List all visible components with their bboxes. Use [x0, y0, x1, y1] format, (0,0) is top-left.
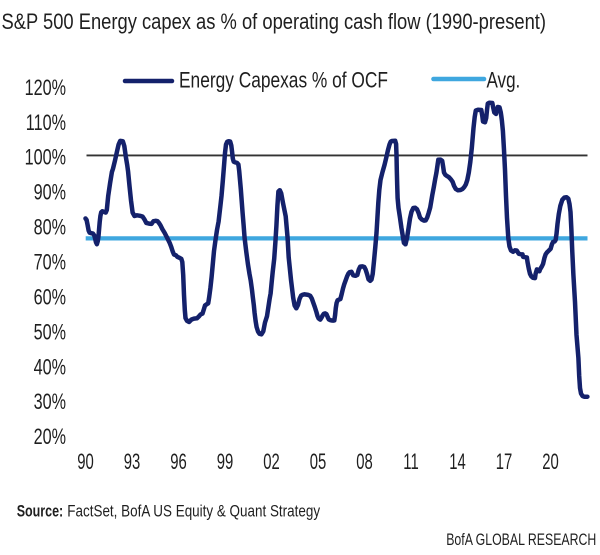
svg-text:110%: 110%: [26, 110, 66, 135]
svg-text:90: 90: [77, 450, 94, 475]
svg-text:99: 99: [217, 450, 234, 475]
svg-text:14: 14: [449, 450, 466, 475]
svg-text:05: 05: [310, 450, 327, 475]
svg-text:Source:: Source:: [17, 503, 64, 521]
svg-text:100%: 100%: [25, 145, 66, 170]
svg-text:Energy Capexas % of OCF: Energy Capexas % of OCF: [179, 69, 388, 93]
svg-text:Avg.: Avg.: [487, 68, 521, 93]
svg-text:20: 20: [542, 450, 559, 475]
svg-text:20%: 20%: [34, 425, 66, 450]
svg-text:80%: 80%: [34, 215, 66, 240]
svg-text:BofA GLOBAL RESEARCH: BofA GLOBAL RESEARCH: [446, 531, 596, 549]
svg-text:S&P 500 Energy capex as % of o: S&P 500 Energy capex as % of operating c…: [2, 10, 547, 35]
svg-text:30%: 30%: [34, 390, 66, 415]
svg-text:90%: 90%: [34, 180, 66, 205]
svg-text:17: 17: [496, 450, 513, 475]
svg-text:93: 93: [124, 450, 141, 475]
svg-text:08: 08: [356, 450, 373, 475]
svg-text:60%: 60%: [34, 285, 66, 310]
svg-text:50%: 50%: [34, 320, 66, 345]
svg-text:FactSet, BofA US Equity & Quan: FactSet, BofA US Equity & Quant Strategy: [67, 502, 320, 521]
svg-text:120%: 120%: [25, 75, 66, 100]
svg-text:96: 96: [170, 450, 187, 475]
svg-text:02: 02: [263, 450, 280, 475]
svg-text:11: 11: [403, 450, 418, 475]
svg-text:70%: 70%: [34, 250, 66, 275]
svg-text:40%: 40%: [34, 355, 66, 380]
